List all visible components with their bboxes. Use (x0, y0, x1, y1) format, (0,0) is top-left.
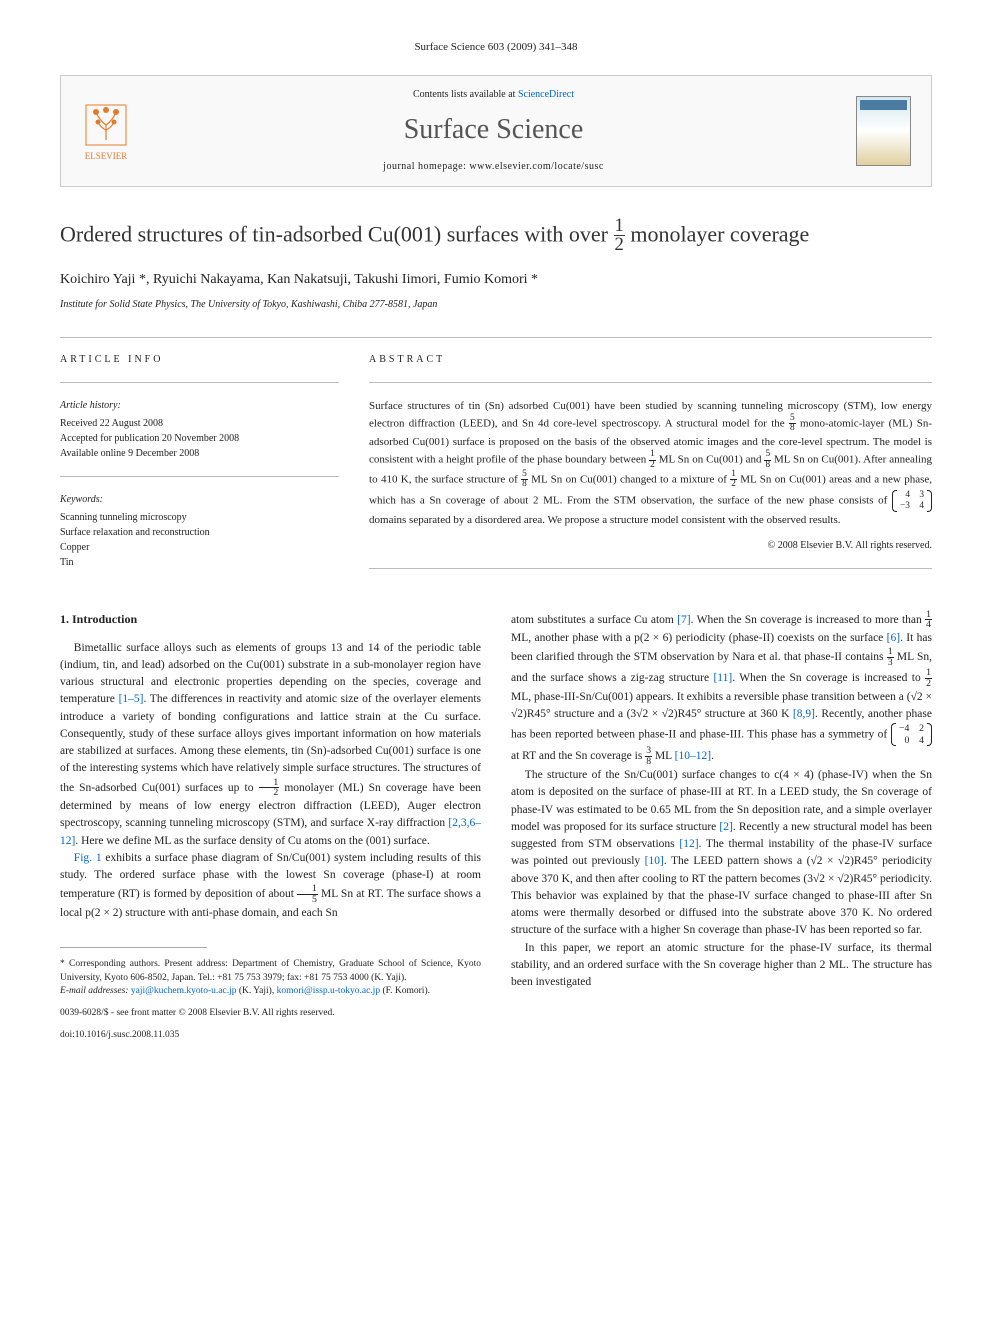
section-heading: 1. Introduction (60, 610, 481, 628)
abstract-text: Surface structures of tin (Sn) adsorbed … (369, 398, 932, 529)
banner-center: Contents lists available at ScienceDirec… (131, 88, 856, 173)
fraction: 12 (649, 450, 656, 470)
keywords-head: Keywords: (60, 492, 339, 507)
history-head: Article history: (60, 398, 339, 413)
t: . The LEED pattern shows a (√2 × √2)R45°… (511, 855, 932, 936)
t: . When the Sn coverage is increased to m… (691, 614, 925, 626)
para: Fig. 1 exhibits a surface phase diagram … (60, 850, 481, 922)
article-info-label: ARTICLE INFO (60, 353, 339, 367)
fraction: 12 (925, 668, 932, 689)
keyword: Surface relaxation and reconstruction (60, 525, 339, 540)
citation-link[interactable]: [2] (719, 821, 732, 833)
citation-link[interactable]: [11] (713, 672, 732, 684)
journal-name: Surface Science (131, 110, 856, 149)
sciencedirect-link[interactable]: ScienceDirect (518, 89, 574, 100)
email-link[interactable]: yaji@kuchem.kyoto-u.ac.jp (131, 986, 237, 996)
t: atom substitutes a surface Cu atom (511, 614, 677, 626)
affiliation: Institute for Solid State Physics, The U… (60, 298, 932, 312)
journal-homepage: journal homepage: www.elsevier.com/locat… (131, 160, 856, 174)
journal-cover-thumbnail (856, 96, 911, 166)
fraction: 15 (297, 884, 318, 905)
contents-prefix: Contents lists available at (413, 89, 518, 100)
title-post: monolayer coverage (625, 221, 809, 246)
journal-banner: ELSEVIER Contents lists available at Sci… (60, 75, 932, 186)
divider (60, 337, 932, 338)
author-list: Koichiro Yaji *, Ryuichi Nakayama, Kan N… (60, 270, 932, 290)
email-line: E-mail addresses: yaji@kuchem.kyoto-u.ac… (60, 985, 481, 998)
history-block: Article history: Received 22 August 2008… (60, 398, 339, 461)
history-received: Received 22 August 2008 (60, 416, 339, 431)
abs-t: ML Sn on Cu(001) changed to a mixture of (528, 473, 730, 485)
article-info-column: ARTICLE INFO Article history: Received 2… (60, 353, 339, 585)
t: ML (652, 750, 675, 762)
abstract-copyright: © 2008 Elsevier B.V. All rights reserved… (369, 539, 932, 553)
contents-line: Contents lists available at ScienceDirec… (131, 88, 856, 102)
abs-t: ML Sn on Cu(001) and (656, 454, 765, 466)
right-column: atom substitutes a surface Cu atom [7]. … (511, 610, 932, 1043)
t: In this paper, we report an atomic struc… (511, 942, 932, 989)
citation-link[interactable]: [10] (645, 855, 664, 867)
fraction: 12 (730, 470, 737, 490)
keyword: Scanning tunneling microscopy (60, 510, 339, 525)
matrix: −4204 (891, 723, 932, 746)
matrix: 43−34 (892, 490, 932, 512)
title-pre: Ordered structures of tin-adsorbed Cu(00… (60, 221, 614, 246)
email-label: E-mail addresses: (60, 986, 131, 996)
t: ML, another phase with a p(2 × 6) period… (511, 632, 887, 644)
email-link[interactable]: komori@issp.u-tokyo.ac.jp (277, 986, 380, 996)
citation-link[interactable]: [8,9] (793, 708, 815, 720)
para: In this paper, we report an atomic struc… (511, 940, 932, 992)
history-online: Available online 9 December 2008 (60, 446, 339, 461)
body-columns: 1. Introduction Bimetallic surface alloy… (60, 610, 932, 1043)
citation-link[interactable]: [6] (887, 632, 900, 644)
para: Bimetallic surface alloys such as elemen… (60, 640, 481, 850)
keywords-block: Keywords: Scanning tunneling microscopy … (60, 492, 339, 570)
running-head: Surface Science 603 (2009) 341–348 (60, 40, 932, 55)
t: . When the Sn coverage is increased to (732, 672, 925, 684)
article-meta-row: ARTICLE INFO Article history: Received 2… (60, 353, 932, 585)
elsevier-tree-icon (81, 100, 131, 150)
homepage-url[interactable]: www.elsevier.com/locate/susc (469, 161, 603, 172)
article-title: Ordered structures of tin-adsorbed Cu(00… (60, 217, 932, 255)
figure-link[interactable]: Fig. 1 (74, 852, 102, 864)
keyword: Tin (60, 555, 339, 570)
citation-link[interactable]: [7] (677, 614, 690, 626)
t: (K. Yaji), (236, 986, 276, 996)
homepage-prefix: journal homepage: (383, 161, 469, 172)
citation-link[interactable]: [1–5] (119, 693, 144, 705)
publisher-logo: ELSEVIER (81, 100, 131, 163)
abs-t: domains separated by a disordered area. … (369, 514, 840, 526)
front-matter-line: 0039-6028/$ - see front matter © 2008 El… (60, 1006, 481, 1020)
divider (60, 382, 339, 383)
fraction: 14 (925, 610, 932, 631)
left-column: 1. Introduction Bimetallic surface alloy… (60, 610, 481, 1043)
fraction: 58 (789, 414, 796, 434)
publisher-name: ELSEVIER (85, 150, 128, 163)
fraction: 13 (887, 647, 894, 668)
footnote-rule (60, 947, 207, 948)
keyword: Copper (60, 540, 339, 555)
history-accepted: Accepted for publication 20 November 200… (60, 431, 339, 446)
citation-link[interactable]: [10–12] (675, 750, 711, 762)
para: The structure of the Sn/Cu(001) surface … (511, 767, 932, 940)
divider (369, 568, 932, 569)
t: at RT and the Sn coverage is (511, 750, 645, 762)
fraction: 58 (521, 470, 528, 490)
doi-line: doi:10.1016/j.susc.2008.11.035 (60, 1028, 481, 1042)
citation-link[interactable]: [12] (679, 838, 698, 850)
t: . Here we define ML as the surface densi… (75, 835, 429, 847)
corresponding-author-note: * Corresponding authors. Present address… (60, 958, 481, 985)
t: (F. Komori). (380, 986, 430, 996)
fraction: 12 (259, 778, 280, 799)
abstract-label: ABSTRACT (369, 353, 932, 367)
t: . (711, 750, 714, 762)
abstract-column: ABSTRACT Surface structures of tin (Sn) … (369, 353, 932, 585)
para: atom substitutes a surface Cu atom [7]. … (511, 610, 932, 767)
divider (60, 476, 339, 477)
divider (369, 382, 932, 383)
title-fraction: 12 (614, 217, 625, 255)
footnotes: * Corresponding authors. Present address… (60, 958, 481, 998)
